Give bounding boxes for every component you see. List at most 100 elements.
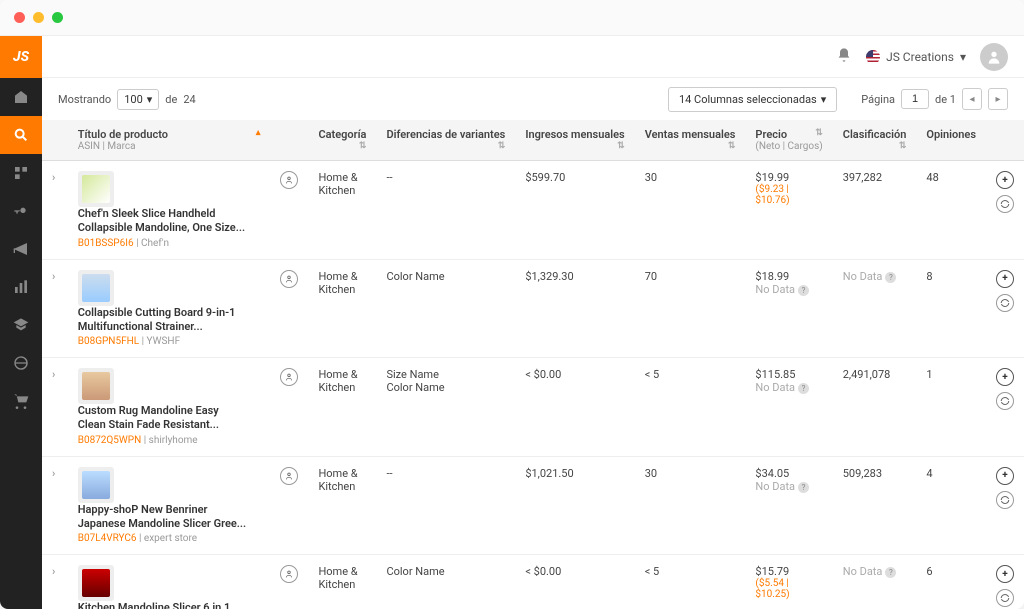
page-label: Página — [861, 93, 895, 106]
table-row: › Kitchen Mandoline Slicer 6 in 1, FORNO… — [42, 555, 1024, 609]
cell-revenue: $599.70 — [515, 161, 634, 260]
cell-revenue: $1,329.30 — [515, 259, 634, 358]
seller-info-icon[interactable] — [280, 565, 298, 583]
col-sales[interactable]: Ventas mensuales⇅ — [635, 120, 746, 161]
cell-variants: -- — [376, 456, 515, 555]
cell-sales: < 5 — [635, 555, 746, 609]
total-results: 24 — [183, 93, 195, 106]
cell-price: $15.79($5.54 | $10.25) — [745, 555, 832, 609]
cell-price: $115.85No Data? — [745, 358, 832, 457]
expand-row-icon[interactable]: › — [52, 467, 55, 480]
sidebar-item-home[interactable] — [0, 78, 42, 116]
expand-row-icon[interactable]: › — [52, 171, 55, 184]
page-input[interactable] — [901, 89, 929, 109]
col-price[interactable]: Precio⇅(Neto | Cargos) — [745, 120, 832, 161]
account-selector[interactable]: JS Creations ▾ — [866, 50, 966, 64]
flag-icon — [866, 50, 880, 64]
seller-info-icon[interactable] — [280, 368, 298, 386]
table-row: › Happy-shoP New Benriner Japanese Mando… — [42, 456, 1024, 555]
product-thumbnail[interactable] — [78, 171, 114, 207]
showing-label: Mostrando — [58, 93, 111, 106]
refresh-icon[interactable] — [996, 589, 1014, 607]
sidebar: JS — [0, 36, 42, 609]
seller-info-icon[interactable] — [280, 270, 298, 288]
col-product[interactable]: Título de producto▴ ASIN | Marca — [68, 120, 271, 161]
page-next-button[interactable]: ▸ — [988, 88, 1008, 110]
seller-info-icon[interactable] — [280, 467, 298, 485]
add-to-list-icon[interactable]: + — [996, 467, 1014, 485]
expand-row-icon[interactable]: › — [52, 368, 55, 381]
cell-category: Home & Kitchen — [308, 456, 376, 555]
product-asin: B01BSSP6I6 — [78, 238, 134, 249]
sidebar-item-products[interactable] — [0, 154, 42, 192]
sidebar-item-academy[interactable] — [0, 306, 42, 344]
product-title[interactable]: Custom Rug Mandoline Easy Clean Stain Fa… — [78, 404, 248, 433]
columns-button[interactable]: 14 Columnas seleccionadas ▾ — [668, 87, 837, 112]
table-controls: Mostrando 100 ▾ de 24 14 Columnas selecc… — [42, 78, 1024, 120]
chevron-down-icon: ▾ — [960, 50, 966, 64]
table-row: › Chef'n Sleek Slice Handheld Collapsibl… — [42, 161, 1024, 260]
product-asin: B07L4VRYC6 — [78, 533, 137, 544]
page-prev-button[interactable]: ◂ — [962, 88, 982, 110]
sidebar-item-campaign[interactable] — [0, 230, 42, 268]
cell-variants: Color Name — [376, 259, 515, 358]
col-revenue[interactable]: Ingresos mensuales⇅ — [515, 120, 634, 161]
add-to-list-icon[interactable]: + — [996, 368, 1014, 386]
cell-variants: -- — [376, 161, 515, 260]
logo[interactable]: JS — [0, 36, 42, 78]
cell-rank: 2,491,078 — [833, 358, 917, 457]
sidebar-item-search[interactable] — [0, 116, 42, 154]
refresh-icon[interactable] — [996, 392, 1014, 410]
cell-category: Home & Kitchen — [308, 555, 376, 609]
add-to-list-icon[interactable]: + — [996, 171, 1014, 189]
traffic-light-max[interactable] — [52, 12, 63, 23]
col-reviews[interactable]: Opiniones — [916, 120, 986, 161]
topbar: JS Creations ▾ — [42, 36, 1024, 78]
expand-row-icon[interactable]: › — [52, 565, 55, 578]
traffic-light-min[interactable] — [33, 12, 44, 23]
refresh-icon[interactable] — [996, 294, 1014, 312]
cell-price: $19.99($9.23 | $10.76) — [745, 161, 832, 260]
product-title[interactable]: Kitchen Mandoline Slicer 6 in 1, FORNORM… — [78, 601, 248, 609]
cell-sales: 30 — [635, 161, 746, 260]
cell-variants: Size NameColor Name — [376, 358, 515, 457]
add-to-list-icon[interactable]: + — [996, 270, 1014, 288]
cell-revenue: < $0.00 — [515, 358, 634, 457]
expand-row-icon[interactable]: › — [52, 270, 55, 283]
notifications-icon[interactable] — [836, 47, 852, 66]
account-name: JS Creations — [886, 50, 954, 64]
product-asin: B08GPN5FHL — [78, 336, 139, 347]
col-variants[interactable]: Diferencias de variantes⇅ — [376, 120, 515, 161]
refresh-icon[interactable] — [996, 491, 1014, 509]
product-title[interactable]: Collapsible Cutting Board 9-in-1 Multifu… — [78, 306, 248, 335]
col-rank[interactable]: Clasificación⇅ — [833, 120, 917, 161]
traffic-light-close[interactable] — [14, 12, 25, 23]
add-to-list-icon[interactable]: + — [996, 565, 1014, 583]
seller-info-icon[interactable] — [280, 171, 298, 189]
product-title[interactable]: Happy-shoP New Benriner Japanese Mandoli… — [78, 503, 248, 532]
cell-price: $18.99No Data? — [745, 259, 832, 358]
product-title[interactable]: Chef'n Sleek Slice Handheld Collapsible … — [78, 207, 248, 236]
product-thumbnail[interactable] — [78, 368, 114, 404]
cell-sales: 70 — [635, 259, 746, 358]
cell-sales: < 5 — [635, 358, 746, 457]
sidebar-item-extension[interactable] — [0, 344, 42, 382]
cell-variants: Color Name — [376, 555, 515, 609]
cell-category: Home & Kitchen — [308, 259, 376, 358]
of-label: de — [165, 93, 177, 106]
table-row: › Custom Rug Mandoline Easy Clean Stain … — [42, 358, 1024, 457]
cell-reviews: 48 — [916, 161, 986, 260]
product-thumbnail[interactable] — [78, 565, 114, 601]
per-page-select[interactable]: 100 ▾ — [117, 89, 159, 110]
refresh-icon[interactable] — [996, 195, 1014, 213]
product-thumbnail[interactable] — [78, 467, 114, 503]
sidebar-item-keywords[interactable] — [0, 192, 42, 230]
avatar[interactable] — [980, 43, 1008, 71]
sidebar-item-analytics[interactable] — [0, 268, 42, 306]
cell-category: Home & Kitchen — [308, 161, 376, 260]
sidebar-item-cart[interactable] — [0, 382, 42, 420]
product-thumbnail[interactable] — [78, 270, 114, 306]
cell-revenue: $1,021.50 — [515, 456, 634, 555]
col-category[interactable]: Categoría⇅ — [308, 120, 376, 161]
cell-price: $34.05No Data? — [745, 456, 832, 555]
